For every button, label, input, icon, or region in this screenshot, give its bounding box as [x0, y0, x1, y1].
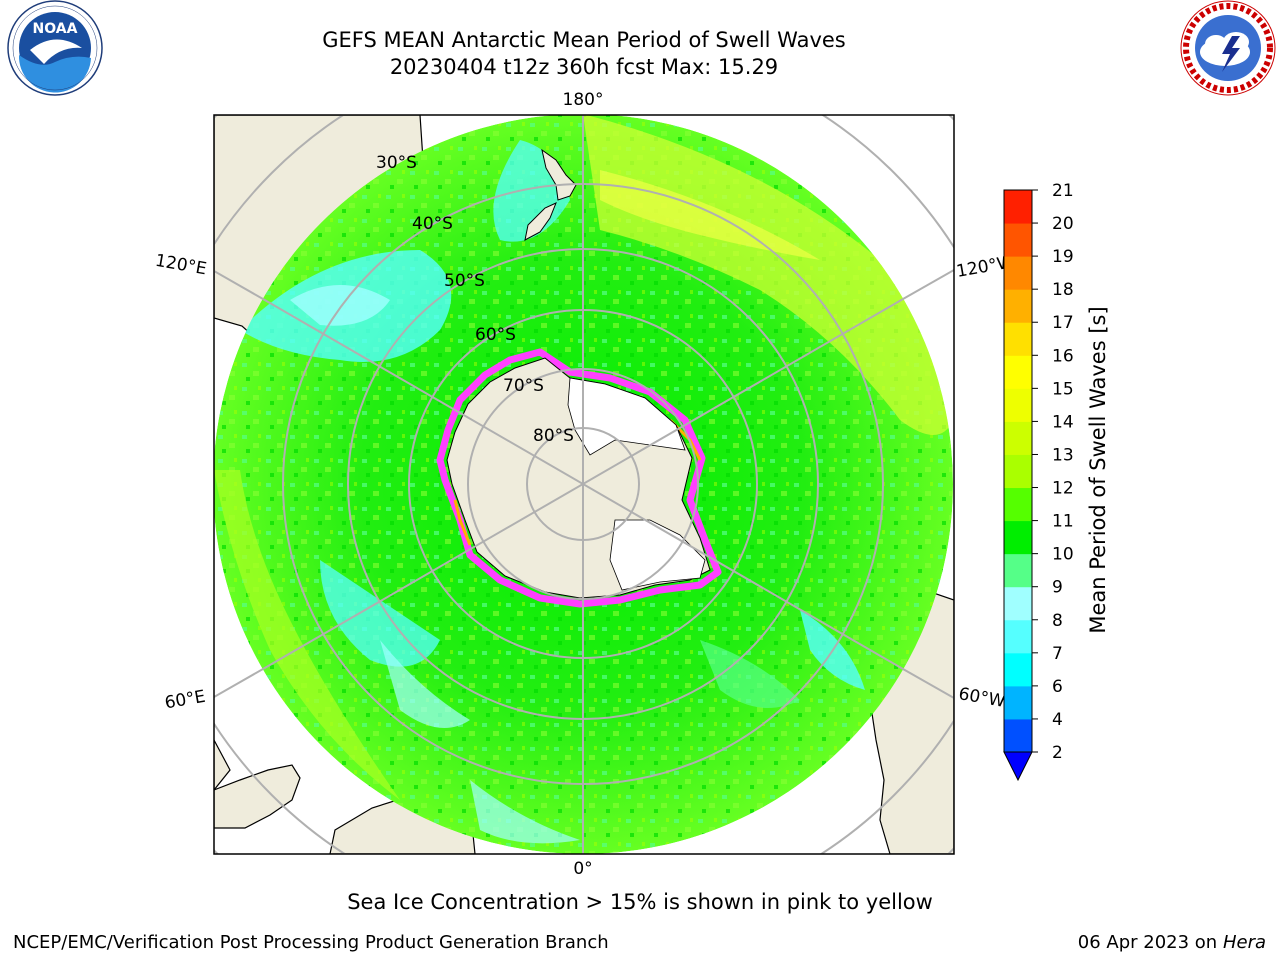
colorbar-tick-label: 4 [1052, 710, 1063, 730]
colorbar-segment [1004, 256, 1032, 290]
colorbar-tick-label: 14 [1052, 412, 1074, 432]
lat-label-70s: 70°S [503, 376, 544, 396]
lon-label-120e: 120°E [154, 251, 208, 280]
ronne-ice-shelf [609, 519, 706, 591]
colorbar-tick-label: 17 [1052, 313, 1074, 333]
graticule [214, 115, 953, 854]
colorbar-segment [1004, 289, 1032, 323]
colorbar-segment [1004, 322, 1032, 356]
nws-logo [1180, 0, 1276, 96]
colorbar-segment [1004, 619, 1032, 654]
lat-label-30s: 30°S [376, 153, 417, 173]
colorbar-tick-label: 20 [1052, 214, 1074, 234]
colorbar-tick-label: 9 [1052, 578, 1063, 598]
lat-label-80s: 80°S [533, 426, 574, 446]
colorbar-segment [1004, 190, 1032, 224]
colorbar-border [1003, 189, 1033, 753]
lon-label-60e: 60°E [163, 687, 207, 714]
footer-date-text: 06 Apr 2023 on [1077, 932, 1223, 953]
colorbar-tick-label: 2 [1052, 743, 1063, 763]
colorbar-tick-label: 19 [1052, 247, 1074, 267]
colorbar: 2 4 6 7 8 9 10 11 12 13 14 15 16 17 18 19 20 21 [1003, 181, 1074, 782]
africa-east-land [214, 739, 231, 791]
colorbar-tick-label: 11 [1052, 512, 1074, 532]
sea-ice-note: Sea Ice Concentration > 15% is shown in … [347, 890, 933, 914]
colorbar-tick-label: 15 [1052, 379, 1074, 399]
colorbar-tick-label: 8 [1052, 611, 1063, 631]
colorbar-tick-label: 18 [1052, 280, 1074, 300]
colorbar-tick-label: 13 [1052, 445, 1074, 465]
map-frame: 30°S 40°S 50°S 60°S 70°S 80°S [214, 115, 954, 854]
colorbar-segment [1004, 388, 1032, 422]
colorbar-label: Mean Period of Swell Waves [s] [1086, 306, 1110, 634]
colorbar-segment [1004, 421, 1032, 455]
lat-label-50s: 50°S [444, 271, 485, 291]
noaa-logo-text: NOAA [33, 21, 78, 37]
colorbar-segment [1004, 487, 1032, 522]
new-zealand-land [541, 148, 577, 201]
colorbar-tick-label: 12 [1052, 479, 1074, 499]
lat-label-60s: 60°S [475, 325, 516, 345]
colorbar-tick-label: 10 [1052, 545, 1074, 565]
lon-label-60w: 60°W [957, 684, 1007, 712]
new-zealand-south-land [524, 202, 557, 241]
colorbar-tick-label: 7 [1052, 644, 1063, 664]
colorbar-tick-label: 21 [1052, 181, 1074, 201]
chart-title: GEFS MEAN Antarctic Mean Period of Swell… [322, 28, 846, 52]
colorbar-tick-label: 16 [1052, 346, 1074, 366]
lon-label-180: 180° [563, 90, 604, 110]
colorbar-segment [1004, 553, 1032, 588]
noaa-logo: NOAA [7, 0, 103, 96]
colorbar-segment [1004, 718, 1032, 753]
footer-host: Hera [1222, 932, 1266, 953]
footer-date: 06 Apr 2023 on Hera [1078, 932, 1266, 953]
colorbar-segment [1004, 652, 1032, 687]
sea-ice-edge [436, 348, 722, 608]
colorbar-segment [1004, 520, 1032, 555]
footer-credit: NCEP/EMC/Verification Post Processing Pr… [13, 932, 609, 953]
lon-label-0: 0° [573, 859, 592, 879]
colorbar-segment [1004, 454, 1032, 489]
colorbar-extend-min [1003, 751, 1033, 782]
chart-subtitle: 20230404 t12z 360h fcst Max: 15.29 [389, 55, 779, 79]
lat-label-40s: 40°S [412, 214, 453, 234]
colorbar-tick-label: 6 [1052, 677, 1063, 697]
colorbar-segment [1004, 355, 1032, 389]
colorbar-segment [1004, 586, 1032, 621]
map-border [213, 114, 955, 855]
colorbar-segment [1004, 223, 1032, 257]
colorbar-segment [1004, 685, 1032, 720]
